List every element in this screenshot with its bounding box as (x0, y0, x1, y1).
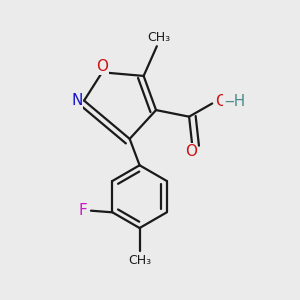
Text: N: N (71, 93, 82, 108)
Text: CH₃: CH₃ (128, 254, 151, 267)
Text: O: O (96, 59, 108, 74)
Text: F: F (79, 203, 88, 218)
Text: O: O (215, 94, 227, 109)
Text: ‒H: ‒H (224, 94, 245, 109)
Text: CH₃: CH₃ (147, 31, 170, 44)
Text: O: O (185, 144, 197, 159)
